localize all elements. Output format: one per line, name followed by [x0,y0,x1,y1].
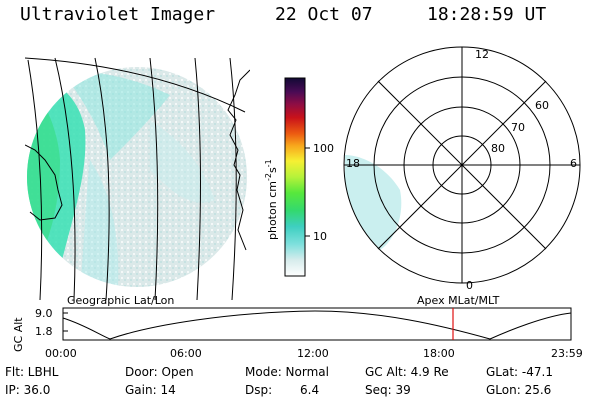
altitude-x-tick: 06:00 [170,347,202,360]
altitude-curve [62,310,572,340]
mlt-label-0: 0 [466,279,473,292]
colorbar-tick-label: 100 [313,142,334,155]
gc-alt-info: GC Alt: 4.9 Re [365,365,449,379]
filter-info: Flt: LBHL [5,365,59,379]
glon-info: GLon: 25.6 [486,383,551,397]
dsp-value: 6.4 [300,383,319,397]
ip-info: IP: 36.0 [5,383,50,397]
lat-lon-grid [25,57,246,300]
polar-plot: 12 18 6 0 60 70 80 [343,46,581,292]
altitude-x-tick: 00:00 [45,347,77,360]
apex-panel-label: Apex MLat/MLT [417,294,500,307]
image-title: Ultraviolet Imager [20,4,216,25]
mlat-label-80: 80 [491,142,505,155]
altitude-x-tick: 12:00 [297,347,329,360]
mlat-label-70: 70 [511,121,525,134]
door-info: Door: Open [125,365,194,379]
colorbar-tick-label: 10 [313,230,327,243]
info-panel: Flt: LBHL Door: Open Mode: Normal GC Alt… [5,365,553,397]
altitude-plot: GC Alt 9.0 1.8 00:00 06:00 12:00 18:00 2… [12,307,583,360]
time-label: 18:28:59 UT [427,4,547,25]
altitude-x-tick: 23:59 [551,347,583,360]
mlt-label-12: 12 [475,48,489,61]
mlat-label-60: 60 [535,99,549,112]
coastline [25,69,250,251]
geographic-panel-label: Geographic Lat/Lon [67,294,174,307]
polar-emission [345,155,402,250]
altitude-x-tick: 18:00 [423,347,455,360]
date-label: 22 Oct 07 [275,4,373,25]
mode-info: Mode: Normal [245,365,329,379]
dsp-label: Dsp: [245,383,272,397]
gain-info: Gain: 14 [125,383,176,397]
polar-diagonal [377,80,547,250]
colorbar-unit-label: photon cm-2s-1 [264,159,279,240]
altitude-y-tick: 9.0 [35,307,53,320]
colorbar-gradient [284,77,306,277]
seq-info: Seq: 39 [365,383,411,397]
mlt-label-18: 18 [346,157,360,170]
glat-info: GLat: -47.1 [486,365,553,379]
altitude-y-tick: 1.8 [35,325,53,338]
altitude-y-label: GC Alt [12,317,25,352]
mlt-label-6: 6 [570,157,577,170]
colorbar: 100 10 photon cm-2s-1 [264,77,334,277]
geographic-image-panel [25,57,250,300]
altitude-plot-frame [62,307,572,341]
